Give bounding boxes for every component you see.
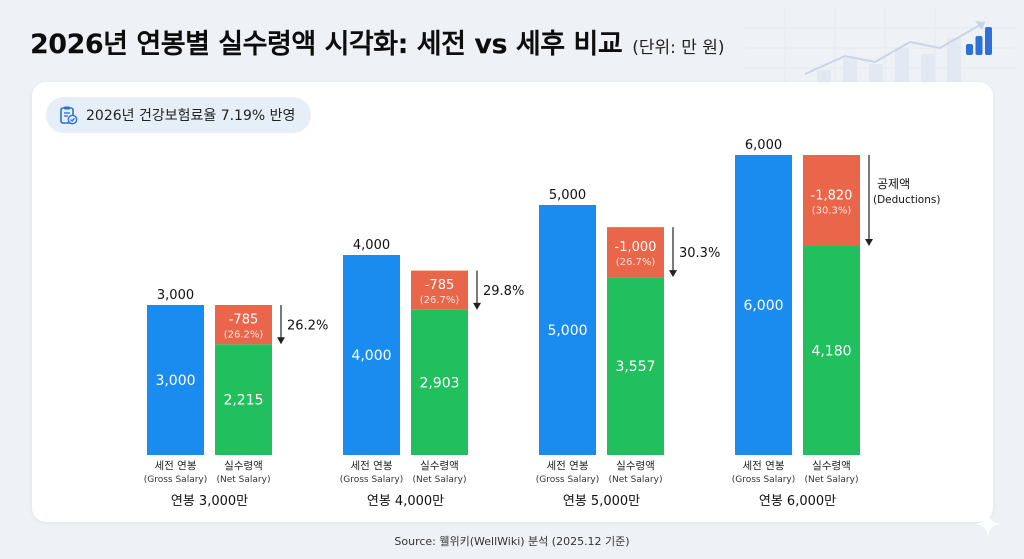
gross-axis-label: 세전 연봉: [155, 460, 197, 472]
net-axis-sublabel: (Net Salary): [413, 475, 467, 485]
bar-chart-icon: [966, 27, 992, 55]
net-bar-label: 2,903: [419, 375, 459, 391]
page-title: 2026년 연봉별 실수령액 시각화: 세전 vs 세후 비교 (단위: 만 원…: [30, 22, 725, 66]
sparkle-icon: [974, 510, 1002, 538]
deduction-rate-label: 26.2%: [287, 319, 328, 334]
net-axis-label: 실수령액: [420, 460, 459, 472]
net-bar-label: 4,180: [811, 344, 851, 360]
gross-value-label: 4,000: [353, 238, 390, 253]
gross-axis-label: 세전 연봉: [351, 460, 393, 472]
net-axis-label: 실수령액: [224, 460, 263, 472]
gross-bar: [343, 255, 400, 455]
gross-axis-sublabel: (Gross Salary): [732, 475, 796, 485]
deduction-value-label: -785: [229, 313, 259, 328]
deduction-pct-label: (30.3%): [812, 206, 852, 217]
deduction-rate-label: 30.3%: [679, 246, 720, 261]
deduction-pct-label: (26.7%): [420, 295, 460, 306]
category-label: 연봉 5,000만: [563, 494, 640, 509]
gross-bar: [539, 205, 596, 455]
gross-axis-sublabel: (Gross Salary): [340, 475, 404, 485]
gross-bar-label: 4,000: [351, 348, 391, 364]
deduction-value-label: -785: [425, 278, 455, 293]
source-note: Source: 웰위키(WellWiki) 분석 (2025.12 기준): [394, 535, 630, 548]
gross-value-label: 6,000: [745, 138, 782, 153]
clipboard-check-icon: [60, 106, 78, 125]
gross-bar-label: 6,000: [743, 298, 783, 314]
net-axis-sublabel: (Net Salary): [217, 475, 271, 485]
deduction-arrow-head: [669, 270, 677, 278]
deduction-arrow-head: [865, 239, 873, 246]
gross-value-label: 5,000: [549, 188, 586, 203]
net-bar: [803, 246, 860, 455]
deduction-rate-label: 29.8%: [483, 284, 524, 299]
trend-decoration: [745, 8, 1015, 88]
deduction-bar: [607, 227, 664, 278]
deductions-annotation: 공제액: [877, 177, 910, 191]
title-unit: (단위: 만 원): [632, 38, 725, 58]
gross-axis-label: 세전 연봉: [743, 460, 785, 472]
net-bar: [607, 277, 664, 455]
category-label: 연봉 6,000만: [759, 494, 836, 509]
net-bar-label: 2,215: [223, 393, 263, 409]
net-bar: [411, 309, 468, 455]
net-axis-label: 실수령액: [812, 460, 851, 472]
deduction-arrow-head: [277, 337, 285, 345]
category-label: 연봉 4,000만: [367, 494, 444, 509]
deduction-bar: [215, 305, 272, 345]
title-main: 2026년 연봉별 실수령액 시각화: 세전 vs 세후 비교: [30, 29, 623, 60]
deductions-annotation-sub: (Deductions): [873, 194, 940, 206]
deduction-pct-label: (26.7%): [616, 257, 656, 268]
gross-bar-label: 5,000: [547, 323, 587, 339]
gross-axis-label: 세전 연봉: [547, 460, 589, 472]
category-label: 연봉 3,000만: [171, 494, 248, 509]
deduction-pct-label: (26.2%): [224, 330, 264, 341]
deduction-arrow-head: [473, 302, 481, 310]
deduction-value-label: -1,820: [811, 189, 853, 204]
net-bar: [215, 344, 272, 455]
info-badge: 2026년 건강보험료율 7.19% 반영: [46, 97, 312, 133]
gross-bar: [735, 155, 792, 455]
gross-bar: [147, 305, 204, 455]
badge-text: 2026년 건강보험료율 7.19% 반영: [86, 108, 296, 124]
gross-axis-sublabel: (Gross Salary): [536, 475, 600, 485]
net-bar-label: 3,557: [615, 359, 655, 375]
gross-value-label: 3,000: [157, 288, 194, 303]
net-axis-label: 실수령액: [616, 460, 655, 472]
deduction-value-label: -1,000: [615, 240, 657, 255]
gross-bar-label: 3,000: [155, 373, 195, 389]
gross-axis-sublabel: (Gross Salary): [144, 475, 208, 485]
chart-card: 2026년 건강보험료율 7.19% 반영 3,000 3,000 2,215 -78…: [32, 82, 993, 522]
salary-chart: 3,000 3,000 2,215 -785 (26.2%) 26.2% 세전 연봉 (Gro…: [144, 138, 941, 509]
net-axis-sublabel: (Net Salary): [805, 475, 859, 485]
deduction-bar: [803, 155, 860, 246]
net-axis-sublabel: (Net Salary): [609, 475, 663, 485]
deduction-bar: [411, 270, 468, 310]
